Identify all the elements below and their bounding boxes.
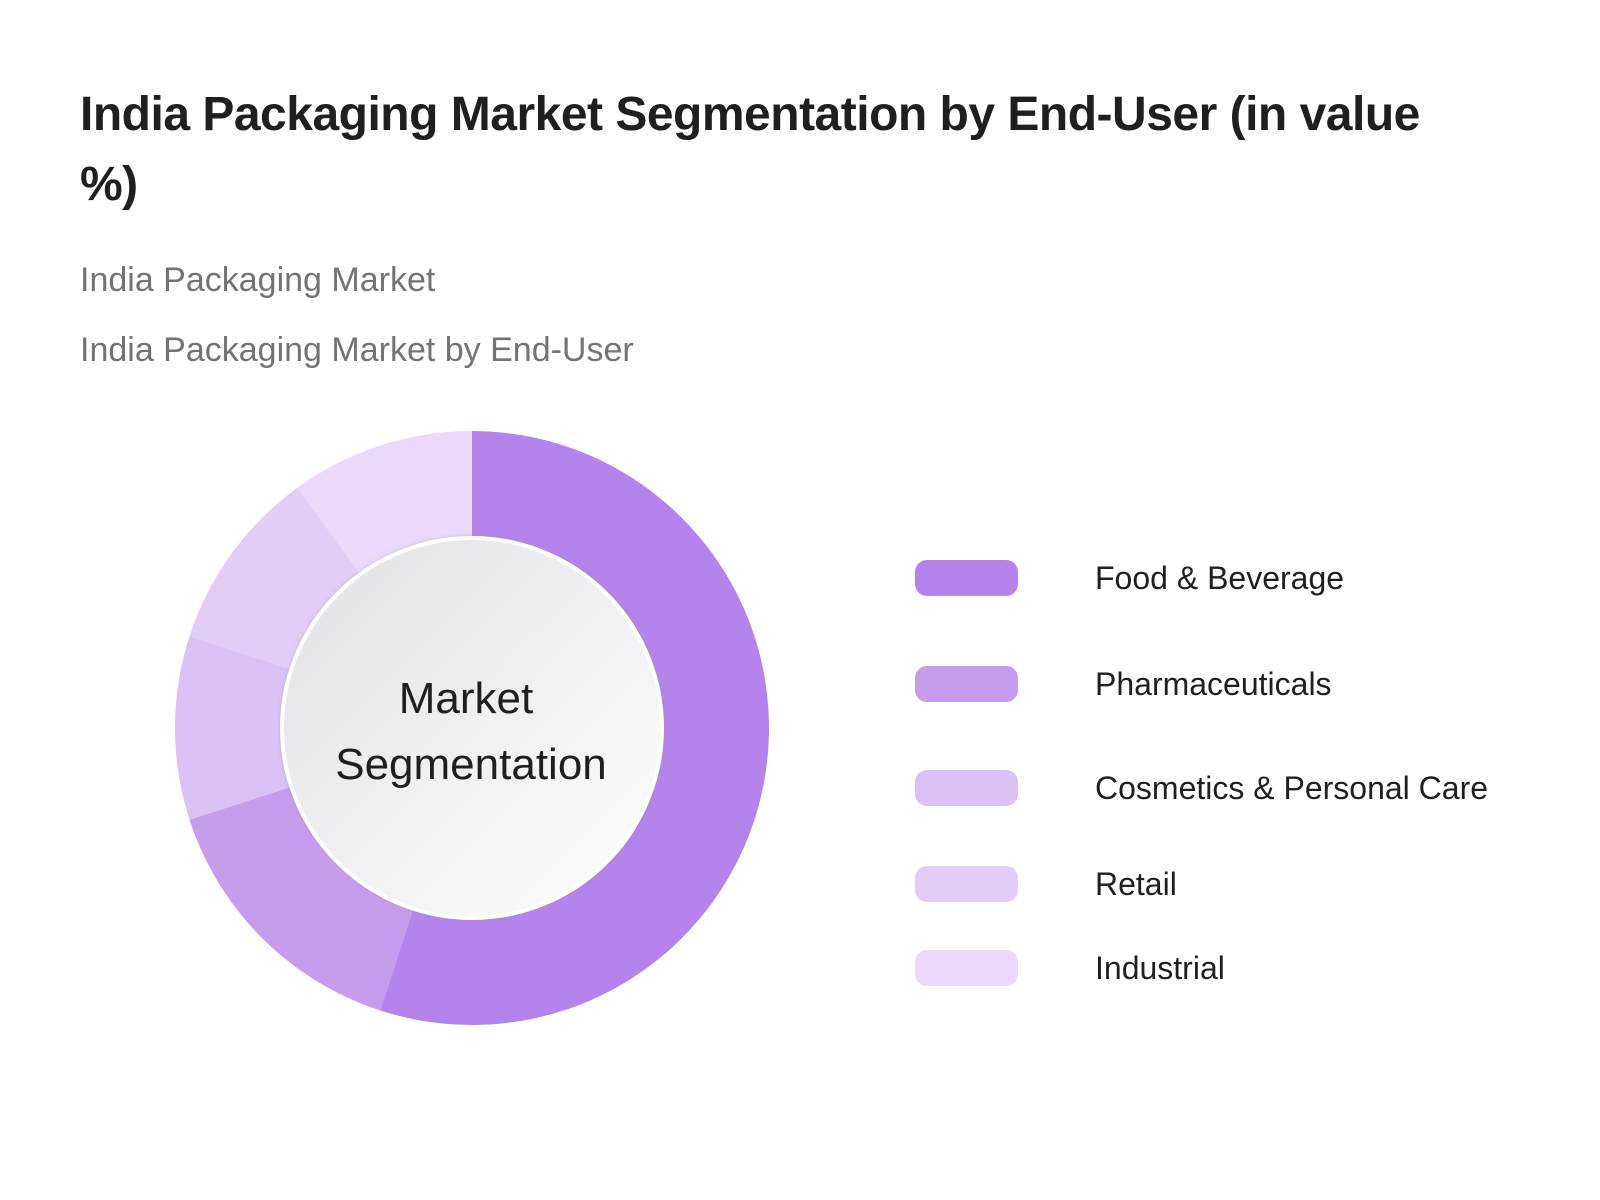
- chart-subtitle-end-user: India Packaging Market by End-User: [80, 331, 634, 369]
- chart-subtitle-market: India Packaging Market: [80, 261, 436, 299]
- legend-item: Food & Beverage: [915, 558, 1555, 598]
- center-label-line1: Market: [399, 674, 533, 723]
- donut-slice-1: [189, 785, 415, 1011]
- donut-slice-3: [189, 487, 364, 671]
- legend-swatch: [915, 950, 1018, 986]
- center-label-line2: Segmentation: [335, 740, 607, 789]
- donut-slice-0: [380, 431, 769, 1025]
- legend-label: Industrial: [1095, 950, 1225, 986]
- legend-item: Retail: [915, 864, 1555, 904]
- legend-swatch: [915, 866, 1018, 902]
- legend-label: Pharmaceuticals: [1095, 666, 1332, 702]
- donut-slices: [174, 431, 769, 1025]
- legend-item: Cosmetics & Personal Care: [915, 768, 1555, 808]
- donut-slice-2: [174, 636, 297, 820]
- legend-swatch: [915, 560, 1018, 596]
- chart-title: India Packaging Market Segmentation by E…: [80, 88, 1420, 211]
- legend-swatch: [915, 666, 1018, 702]
- legend-swatch: [915, 770, 1018, 806]
- chart-legend: Food & Beverage Pharmaceuticals Cosmetics …: [915, 0, 1555, 1200]
- legend-item: Industrial: [915, 948, 1555, 988]
- legend-label: Retail: [1095, 866, 1177, 902]
- legend-label: Food & Beverage: [1095, 560, 1345, 596]
- donut-center-disc: [280, 536, 664, 920]
- legend-label: Cosmetics & Personal Care: [1095, 770, 1489, 806]
- legend-item: Pharmaceuticals: [915, 664, 1555, 704]
